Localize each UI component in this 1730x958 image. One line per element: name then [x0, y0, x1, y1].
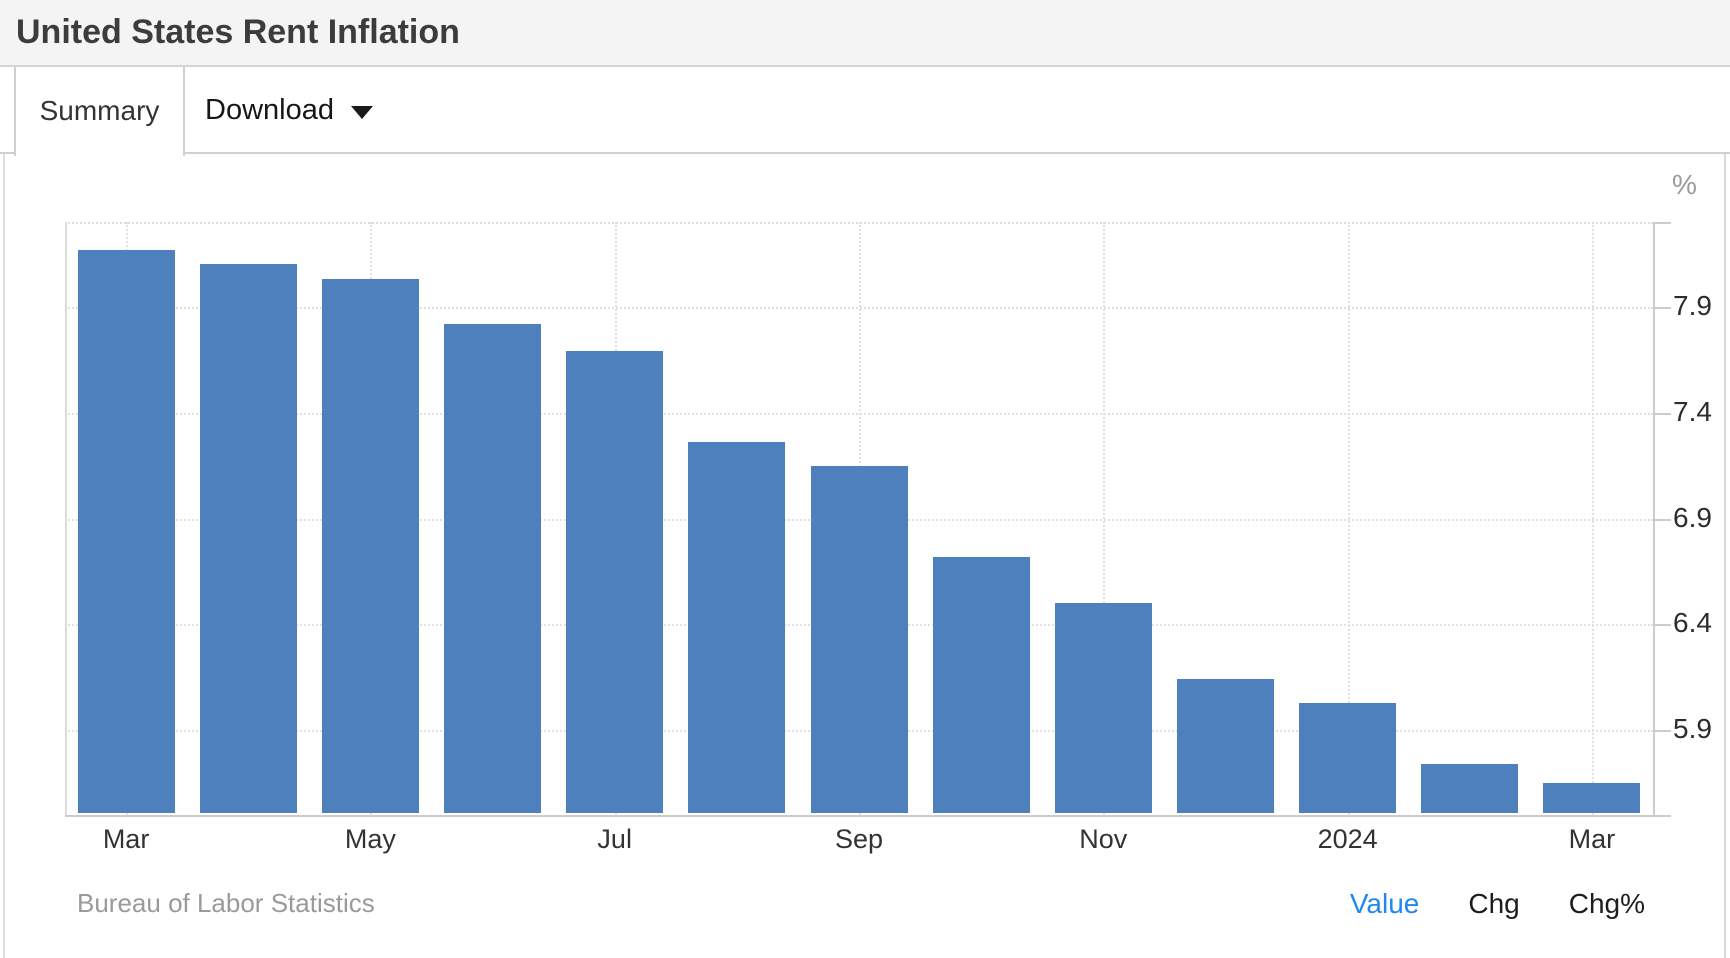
y-axis-label: 6.9: [1673, 501, 1712, 533]
download-label: Download: [205, 94, 334, 126]
y-axis-label: 7.4: [1673, 395, 1712, 427]
x-axis-label: Mar: [102, 824, 150, 854]
y-axis-line: [1653, 222, 1655, 817]
bar-jun-2023[interactable]: [444, 323, 542, 813]
bar-mar-2024[interactable]: [1543, 783, 1641, 813]
x-axis-label: 2024: [1317, 824, 1378, 854]
y-axis-tick: [1653, 222, 1671, 224]
bar-jan-2024[interactable]: [1299, 702, 1397, 813]
legend-item-chgpct[interactable]: Chg%: [1568, 888, 1645, 919]
gridline-vertical: [1103, 222, 1106, 815]
x-axis-label: Sep: [834, 824, 884, 854]
tab-strip: Summary Download: [0, 67, 1730, 156]
y-axis-tick: [1653, 730, 1671, 733]
plot-left-border: [65, 222, 67, 815]
x-axis-label: Nov: [1079, 824, 1128, 854]
container-left-border: [3, 67, 5, 958]
download-button[interactable]: Download: [205, 67, 373, 154]
y-axis-label: 5.9: [1673, 713, 1712, 745]
legend: Value Chg Chg%: [1350, 888, 1645, 920]
chevron-down-icon: [350, 106, 373, 119]
bar-apr-2023[interactable]: [199, 264, 297, 813]
legend-item-value[interactable]: Value: [1349, 888, 1420, 919]
bar-dec-2023[interactable]: [1176, 679, 1274, 813]
bar-may-2023[interactable]: [321, 279, 419, 813]
y-axis-label: 7.9: [1673, 289, 1712, 321]
plot-top-border: [65, 222, 1653, 224]
x-axis-label: May: [344, 824, 396, 854]
x-axis-label: Mar: [1568, 824, 1616, 854]
tab-summary[interactable]: Summary: [14, 67, 185, 156]
source-link[interactable]: Bureau of Labor Statistics: [77, 888, 375, 918]
bar-oct-2023[interactable]: [932, 556, 1030, 813]
unit-label: %: [1672, 169, 1697, 200]
gridline-vertical: [1347, 222, 1350, 815]
legend-item-chg[interactable]: Chg: [1468, 888, 1520, 919]
y-axis-label: 6.4: [1673, 607, 1712, 639]
x-axis-line: [65, 815, 1671, 817]
bar-sep-2023[interactable]: [810, 465, 908, 813]
bar-aug-2023[interactable]: [688, 442, 786, 813]
chart-header: United States Rent Inflation: [0, 0, 1730, 67]
y-axis-tick: [1653, 518, 1671, 521]
y-axis-tick: [1653, 624, 1671, 627]
y-axis-tick: [1653, 412, 1671, 415]
bar-chart: 7.9 7.4 6.9 6.4 5.9 Mar May Jul Sep Nov 2024 Mar%: [0, 154, 1730, 854]
y-axis-tick: [1653, 306, 1671, 309]
bar-nov-2023[interactable]: [1054, 603, 1152, 813]
bar-mar-2023[interactable]: [77, 249, 175, 813]
page-title: United States Rent Inflation: [16, 13, 460, 51]
bar-jul-2023[interactable]: [566, 351, 664, 813]
gridline-vertical: [1591, 222, 1594, 815]
x-axis-label: Jul: [597, 824, 632, 854]
container-right-border: [1724, 67, 1726, 958]
chart-footer: Bureau of Labor Statistics Value Chg Chg%: [0, 888, 1730, 928]
bar-feb-2024[interactable]: [1421, 764, 1519, 813]
